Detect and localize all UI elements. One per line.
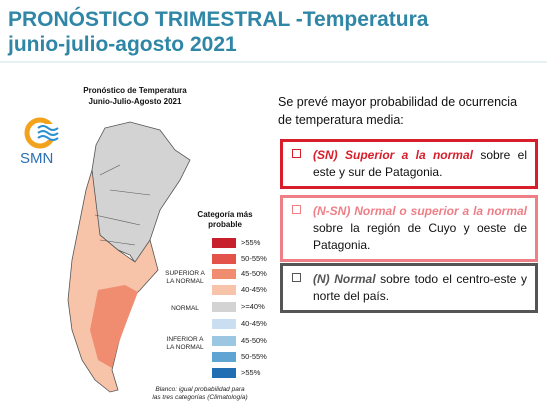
box-text: sobre el este y sur de Patagonia.: [313, 148, 528, 179]
group-label: INFERIOR A: [166, 336, 204, 343]
map-sn: [90, 285, 138, 368]
map-south: [67, 169, 159, 393]
checkbox-icon: [292, 273, 301, 282]
legend-swatch: [212, 319, 236, 329]
legend-label: 50-55%: [241, 352, 267, 361]
logo-text: SMN: [20, 150, 54, 167]
forecast-box: (SN) Superior a la normal sobre el este …: [280, 139, 538, 189]
legend-swatch: [212, 238, 236, 248]
legend-swatch: [212, 336, 236, 346]
box-text: sobre la región de Cuyo y oeste de Patag…: [313, 221, 527, 252]
legend-label: >=40%: [241, 302, 265, 311]
smn-logo: [24, 117, 59, 149]
box-label: (N-SN) Normal o superior a la normal: [313, 204, 527, 218]
legend-swatch: [212, 302, 236, 312]
map-title-line: Pronóstico de Temperatura: [83, 86, 187, 95]
legend-label: 40-45%: [241, 285, 267, 294]
legend-label: 50-55%: [241, 254, 267, 263]
legend-swatch: [212, 285, 236, 295]
legend-title: probable: [208, 220, 242, 229]
legend-title: Categoría más: [197, 210, 253, 219]
forecast-box: (N) Normal sobre todo el centro-este y n…: [280, 263, 538, 313]
legend-label: >55%: [241, 238, 261, 247]
map-title-line: Junio-Julio-Agosto 2021: [88, 97, 182, 106]
legend-label: 45-50%: [241, 336, 267, 345]
box-label: (SN) Superior a la normal: [313, 148, 473, 162]
legend-label: 40-45%: [241, 319, 267, 328]
footnote: Blanco: igual probabilidad para: [155, 386, 245, 393]
title-line: PRONÓSTICO TRIMESTRAL -Temperatura: [8, 8, 429, 31]
title-line: junio-julio-agosto 2021: [8, 33, 237, 56]
intro-line: Se prevé mayor probabilidad de ocurrenci…: [278, 95, 518, 109]
legend-swatch: [212, 352, 236, 362]
group-label: LA NORMAL: [166, 344, 204, 351]
group-label: LA NORMAL: [166, 278, 204, 285]
legend-swatch: [212, 368, 236, 378]
group-label: NORMAL: [171, 305, 199, 312]
checkbox-icon: [292, 149, 301, 158]
legend-swatch: [212, 269, 236, 279]
legend-label: 45-50%: [241, 269, 267, 278]
box-text: sobre todo el centro-este y norte del pa…: [313, 272, 527, 303]
box-label: (N) Normal: [313, 272, 376, 286]
map-borders: [94, 164, 151, 246]
intro-line: de temperatura media:: [278, 113, 404, 127]
footnote: las tres categorías (Climatología): [152, 394, 248, 401]
group-label: SUPERIOR A: [165, 270, 205, 277]
intro: Se prevé mayor probabilidad de ocurrenci…: [278, 93, 517, 129]
legend-label: >55%: [241, 368, 261, 377]
legend-swatch: [212, 254, 236, 264]
checkbox-icon: [292, 205, 301, 214]
forecast-box: (N-SN) Normal o superior a la normal sob…: [280, 195, 538, 262]
